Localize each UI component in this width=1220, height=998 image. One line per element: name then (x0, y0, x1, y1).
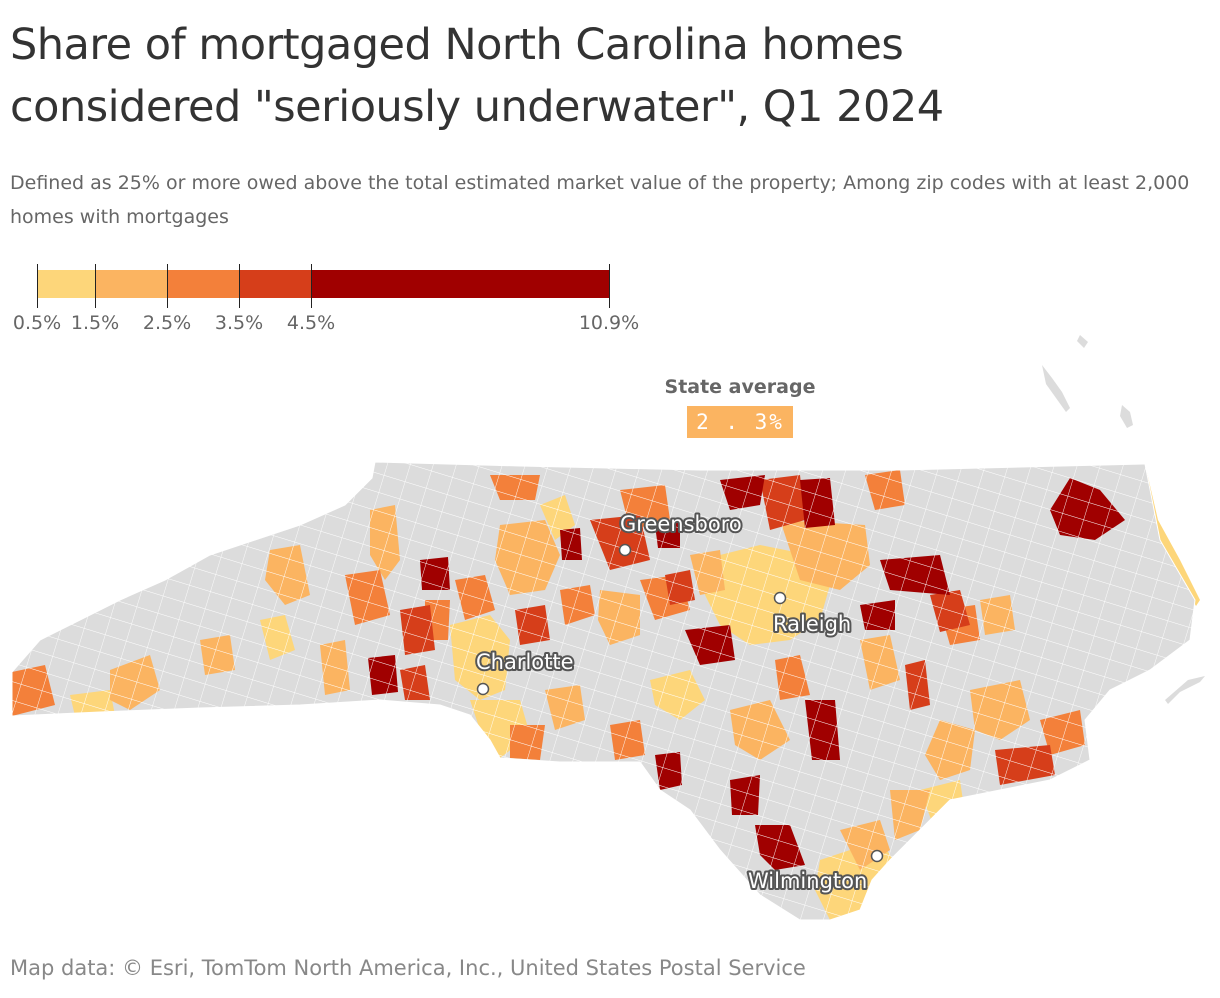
chart-title: Share of mortgaged North Carolina homes … (10, 20, 944, 132)
zip-boundaries (12, 462, 1195, 920)
legend-tick (167, 264, 168, 308)
state-average-value: 2 . 3% (687, 406, 793, 438)
legend-label: 4.5% (286, 312, 336, 334)
legend-bin-5 (311, 270, 609, 298)
city-greensboro: Greensboro (618, 510, 744, 557)
city-raleigh: Raleigh (771, 591, 853, 638)
state-average-callout: State average 2 . 3% (640, 376, 840, 438)
city-marker (618, 543, 632, 557)
outer-banks-islands (1042, 365, 1070, 412)
color-legend: 0.5% 1.5% 2.5% 3.5% 4.5% 10.9% (0, 262, 660, 342)
city-label: Wilmington (748, 869, 867, 893)
outer-banks-islands (1165, 676, 1205, 704)
state-average-label: State average (664, 376, 816, 398)
legend-tick (239, 264, 240, 308)
legend-label: 3.5% (214, 312, 264, 334)
legend-label: 1.5% (70, 312, 120, 334)
outer-banks-islands (1140, 464, 1200, 606)
legend-label: 0.5% (12, 312, 62, 334)
city-wilmington: Wilmington (746, 849, 884, 895)
city-marker (476, 682, 490, 696)
legend-tick (95, 264, 96, 308)
city-label: Charlotte (476, 650, 574, 674)
city-marker (870, 849, 884, 863)
legend-label: 2.5% (142, 312, 192, 334)
legend-tick (609, 264, 610, 308)
outer-banks-islands (1120, 405, 1133, 428)
north-carolina-map: Greensboro Raleigh Charlotte Wilmington (11, 335, 1205, 921)
legend-bin-1 (37, 270, 95, 298)
chart-subtitle: Defined as 25% or more owed above the to… (10, 172, 1190, 228)
city-charlotte: Charlotte (474, 648, 576, 696)
legend-bin-4 (239, 270, 311, 298)
legend-tick (37, 264, 38, 308)
legend-tick (311, 264, 312, 308)
legend-label: 10.9% (578, 312, 640, 334)
map-source-credit: Map data: © Esri, TomTom North America, … (10, 956, 806, 980)
city-label: Greensboro (620, 512, 742, 536)
city-label: Raleigh (773, 612, 851, 636)
zip-code-regions (12, 462, 1195, 920)
legend-bin-2 (95, 270, 167, 298)
legend-bin-3 (167, 270, 239, 298)
city-marker (773, 591, 787, 605)
outer-banks-islands (1077, 335, 1088, 348)
